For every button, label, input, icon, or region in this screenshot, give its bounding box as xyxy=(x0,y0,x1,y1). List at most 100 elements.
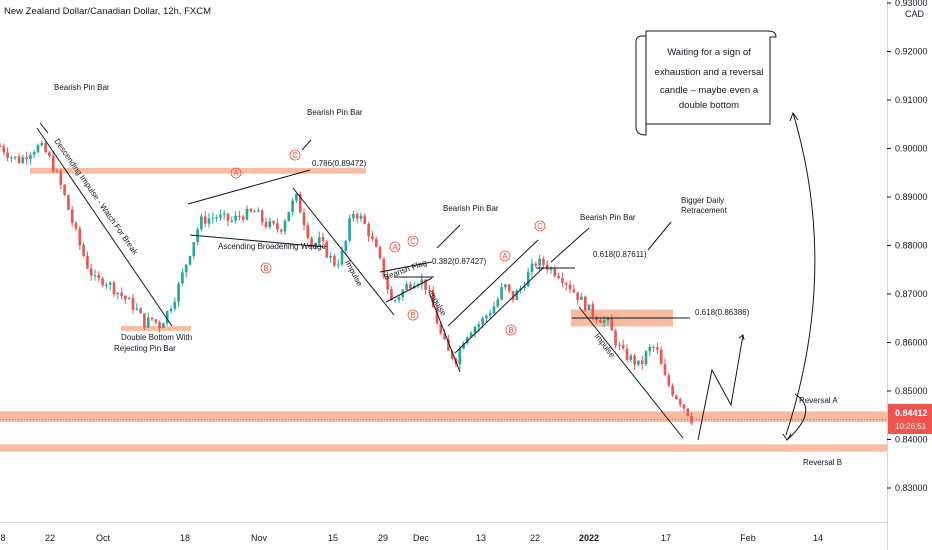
candle xyxy=(200,213,203,232)
candle-body xyxy=(492,306,496,314)
wave-circle xyxy=(499,250,511,262)
candle xyxy=(507,284,511,294)
candle xyxy=(124,295,127,304)
candle-body xyxy=(587,304,591,311)
y-tick-label: 0.93000 xyxy=(895,0,928,8)
candle xyxy=(241,214,245,223)
candle xyxy=(420,273,424,290)
candle xyxy=(386,271,389,295)
candle xyxy=(587,304,591,311)
candle xyxy=(78,225,82,250)
candle-body xyxy=(139,308,142,314)
candle xyxy=(260,209,264,226)
candle xyxy=(245,205,249,221)
x-tick-label: 17 xyxy=(661,533,671,543)
candle-body xyxy=(253,211,256,213)
candle xyxy=(215,214,218,222)
descending-trendline xyxy=(36,127,173,327)
candle-body xyxy=(659,349,663,365)
candle xyxy=(184,264,188,278)
candle xyxy=(515,288,519,301)
candle-body xyxy=(70,209,74,223)
candle xyxy=(310,236,313,251)
wave-label-c: C xyxy=(534,220,546,232)
arc-arrowhead-bottom xyxy=(782,433,792,441)
candle xyxy=(97,271,101,282)
projection-arrowhead xyxy=(738,334,745,341)
candle-body xyxy=(6,152,9,158)
candle xyxy=(295,193,298,203)
candle xyxy=(17,152,21,164)
candle-body xyxy=(595,316,598,321)
candle xyxy=(428,284,431,296)
candle-body xyxy=(633,355,636,365)
candle-body xyxy=(682,404,686,409)
candle-body xyxy=(154,319,158,323)
candles xyxy=(0,140,693,426)
candle-body xyxy=(188,256,192,265)
y-tick-label: 0.92000 xyxy=(895,47,928,57)
candle xyxy=(13,156,17,161)
candle xyxy=(279,228,283,235)
candle-body xyxy=(230,220,234,222)
candle xyxy=(659,346,663,365)
x-tick-label: 13 xyxy=(476,533,486,543)
candle xyxy=(40,140,44,147)
candle xyxy=(618,341,621,350)
candle xyxy=(70,205,74,227)
candle-body xyxy=(215,217,218,219)
wave-label-c: C xyxy=(289,149,301,161)
candle xyxy=(127,296,131,300)
candle-body xyxy=(287,211,291,222)
candle-body xyxy=(640,360,644,365)
candle xyxy=(48,150,51,158)
candle xyxy=(268,217,272,230)
candle-body xyxy=(439,323,443,334)
candle xyxy=(36,143,40,154)
candle xyxy=(363,213,367,225)
pin-bar-pointer-1 xyxy=(39,122,49,134)
candle xyxy=(534,261,538,268)
note-line-2: exhaustion and a reversal xyxy=(655,67,764,78)
candle-body xyxy=(424,279,427,290)
candle-body xyxy=(580,296,583,300)
candle xyxy=(500,283,503,301)
candle xyxy=(101,276,104,288)
candle-body xyxy=(127,298,131,300)
x-tick-label: 18 xyxy=(180,533,190,543)
candle-body xyxy=(143,313,146,328)
impulse-line-1 xyxy=(292,187,395,316)
candle xyxy=(86,251,89,270)
candle-body xyxy=(450,350,454,359)
double-bottom-zone xyxy=(121,326,191,331)
wedge-upper-line xyxy=(187,169,311,205)
candle-body xyxy=(211,217,215,219)
channel-lower-line xyxy=(454,267,544,354)
wave-letter: C xyxy=(292,151,298,160)
candle xyxy=(207,213,211,228)
candle-body xyxy=(599,320,602,323)
candle-body xyxy=(386,276,389,290)
candle-body xyxy=(363,215,367,224)
candle-body xyxy=(367,223,370,237)
label-bearish-pin-bar-2: Bearish Pin Bar xyxy=(307,108,363,117)
candle-body xyxy=(656,347,659,350)
candle xyxy=(545,260,549,274)
reversal-a-zone xyxy=(0,411,887,423)
candle-body xyxy=(591,304,595,317)
candle-body xyxy=(500,287,503,300)
candle xyxy=(595,315,598,324)
x-tick-label: Feb xyxy=(740,533,756,543)
candle-body xyxy=(32,152,36,155)
x-tick-label: 2022 xyxy=(579,533,599,543)
candle-body xyxy=(51,155,55,172)
label-ascending-wedge: Ascending Broadening Wedge xyxy=(218,242,326,251)
candle xyxy=(690,412,693,426)
candle-body xyxy=(462,343,465,349)
candle xyxy=(678,397,682,408)
candle xyxy=(633,353,636,370)
candle xyxy=(59,169,63,190)
wedge-lower-line xyxy=(189,234,326,248)
wave-letter: A xyxy=(502,252,508,261)
